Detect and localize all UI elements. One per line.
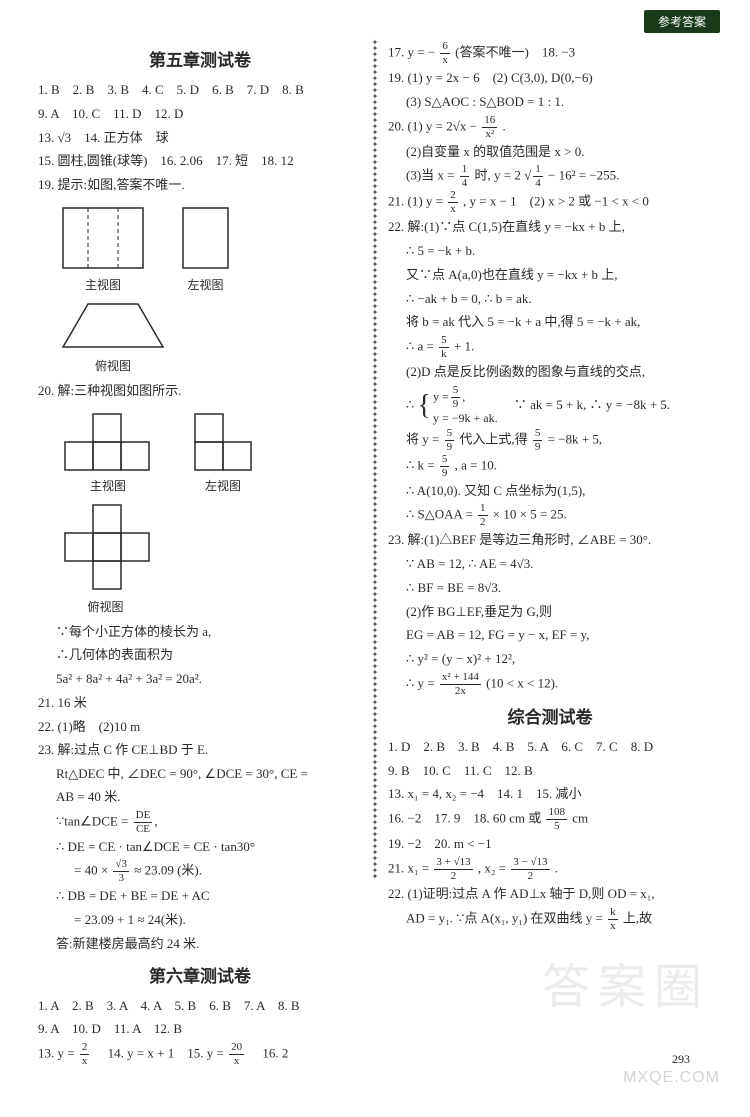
ch5-title: 第五章测试卷 [38,46,362,71]
ch6-mc2: 9. A 10. D 11. A 12. B [38,1018,362,1041]
r-q22b: ∴ 5 = −k + b. [388,240,712,263]
right-column: 17. y = − 6x (答案不唯一) 18. −3 19. (1) y = … [380,40,720,1068]
ch5-q20: 20. 解:三种视图如图所示. [38,380,362,403]
column-divider: for(let i=0;i<140;i++)document.write('<d… [370,40,380,1068]
header-badge: 参考答案 [644,10,720,33]
r-q17: 17. y = − 6x (答案不唯一) 18. −3 [388,41,712,66]
q23c-line: ∴ DE = CE · tan∠DCE = CE · tan30° [38,836,362,859]
comp-mc1: 1. D 2. B 3. B 4. B 5. A 6. C 7. C 8. D [388,736,712,759]
fig-label-main: 主视图 [85,276,121,293]
ch5-q20-figs-1: 主视图 左视图 [38,409,362,494]
front-view-1 [58,203,148,273]
r-q23e: EG = AB = 12, FG = y − x, EF = y, [388,624,712,647]
page-content: 第五章测试卷 1. B 2. B 3. B 4. C 5. D 6. B 7. … [0,0,750,1098]
r-q23b: ∵ AB = 12, ∴ AE = 4√3. [388,553,712,576]
front-view-2 [58,409,158,474]
r-q22e: 将 b = ak 代入 5 = −k + a 中,得 5 = −k + ak, [388,311,712,334]
r-q22d: ∴ −ak + b = 0, ∴ b = ak. [388,288,712,311]
left-view-1 [178,203,233,273]
q23-line: 23. 解:过点 C 作 CE⊥BD 于 E. [38,739,362,762]
r-q19b: (3) S△AOC : S△BOD = 1 : 1. [388,91,712,114]
r-q23a: 23. 解:(1)△BEF 是等边三角形时, ∠ABE = 30°. [388,529,712,552]
ch5-mc-row2: 9. A 10. C 11. D 12. D [38,103,362,126]
r-q20-2: (2)自变量 x 的取值范围是 x > 0. [388,141,712,164]
fig-label-left: 左视图 [187,276,223,293]
q20-line-c: 5a² + 8a² + 4a² + 3a² = 20a². [38,668,362,691]
comp-q19: 19. −2 20. m < −1 [388,833,712,856]
ch5-q19-figs-1: 主视图 左视图 [38,203,362,293]
r-q22h: ∴ { y =59, y = −9k + ak. ∵ ak = 5 + k, ∴… [388,385,712,427]
ch6-q13-16: 13. y = 2x 14. y = x + 1 15. y = 20x 16.… [38,1042,362,1067]
comp-q22b: AD = y₁. ∵点 A(x₁, y₁) 在双曲线 y = kx 上,故 [388,907,712,932]
ch5-mc-row1: 1. B 2. B 3. B 4. C 5. D 6. B 7. D 8. B [38,79,362,102]
ch5-q13: 13. √3 14. 正方体 球 [38,127,362,150]
comp-q21: 21. x₁ = 3 + √132 , x₂ = 3 − √132 . [388,857,712,882]
comp-q13: 13. x₁ = 4, x₂ = −4 14. 1 15. 减小 [388,783,712,806]
r-q20-1: 20. (1) y = 2√x − 16x² . [388,115,712,140]
q20-line-a: ∵每个小正方体的棱长为 a, [38,621,362,644]
r-q19a: 19. (1) y = 2x − 6 (2) C(3,0), D(0,−6) [388,67,712,90]
fig-label-top: 俯视图 [95,357,131,374]
q23f-line: = 23.09 + 1 ≈ 24(米). [38,909,362,932]
ch5-q15: 15. 圆柱,圆锥(球等) 16. 2.06 17. 短 18. 12 [38,150,362,173]
r-q22i: 将 y = 59 代入上式,得 59 = −8k + 5, [388,428,712,453]
comp-title: 综合测试卷 [388,703,712,728]
fig-label-main2: 主视图 [90,477,126,494]
q23g-line: 答:新建楼房最高约 24 米. [38,933,362,956]
top-view-1 [58,299,168,354]
r-q22a: 22. 解:(1)∵点 C(1,5)在直线 y = −kx + b 上, [388,216,712,239]
q23d-line: = 40 × √33 ≈ 23.09 (米). [38,859,362,884]
q20-line-b: ∴几何体的表面积为 [38,644,362,667]
r-q22j: ∴ k = 59 , a = 10. [388,454,712,479]
ch5-q19-figs-2: 俯视图 [38,299,362,374]
r-q22l: ∴ S△OAA = 12 × 10 × 5 = 25. [388,503,712,528]
ch6-mc1: 1. A 2. B 3. A 4. A 5. B 6. B 7. A 8. B [38,995,362,1018]
ch5-q20-figs-2: 俯视图 [38,500,362,615]
r-q22g: (2)D 点是反比例函数的图象与直线的交点, [388,361,712,384]
fig-label-left2: 左视图 [205,477,241,494]
r-q22f: ∴ a = 5k + 1. [388,335,712,360]
q21-line: 21. 16 米 [38,692,362,715]
comp-q22a: 22. (1)证明:过点 A 作 AD⊥x 轴于 D,则 OD = x₁, [388,883,712,906]
left-view-2 [188,409,258,474]
q23e-line: ∴ DB = DE + BE = DE + AC [38,885,362,908]
r-q21: 21. (1) y = 2x , y = x − 1 (2) x > 2 或 −… [388,190,712,215]
comp-mc2: 9. B 10. C 11. C 12. B [388,760,712,783]
r-q23g: ∴ y = x² + 1442x (10 < x < 12). [388,672,712,697]
q23a-line: Rt△DEC 中, ∠DEC = 90°, ∠DCE = 30°, CE = A… [38,763,362,809]
left-column: 第五章测试卷 1. B 2. B 3. B 4. C 5. D 6. B 7. … [30,40,370,1068]
r-q23d: (2)作 BG⊥EF,垂足为 G,则 [388,601,712,624]
r-q23f: ∴ y² = (y − x)² + 12², [388,648,712,671]
r-q23c: ∴ BF = BE = 8√3. [388,577,712,600]
r-q22k: ∴ A(10,0). 又知 C 点坐标为(1,5), [388,480,712,503]
r-q20-3: (3)当 x = 14 时, y = 2 √14 − 16² = −255. [388,164,712,189]
ch6-title: 第六章测试卷 [38,962,362,987]
top-view-2 [58,500,153,595]
ch5-q19: 19. 提示:如图,答案不唯一. [38,174,362,197]
comp-q16: 16. −2 17. 9 18. 60 cm 或 1085 cm [388,807,712,832]
watermark-en: MXQE.COM [623,1069,720,1087]
page-number: 293 [672,1052,690,1067]
watermark-cn: 答案圈 [542,947,710,1017]
fig-label-top2: 俯视图 [87,598,123,615]
q23b-line: ∵tan∠DCE = DECE, [38,810,362,835]
r-q22c: 又∵点 A(a,0)也在直线 y = −kx + b 上, [388,264,712,287]
q22-line: 22. (1)略 (2)10 m [38,716,362,739]
